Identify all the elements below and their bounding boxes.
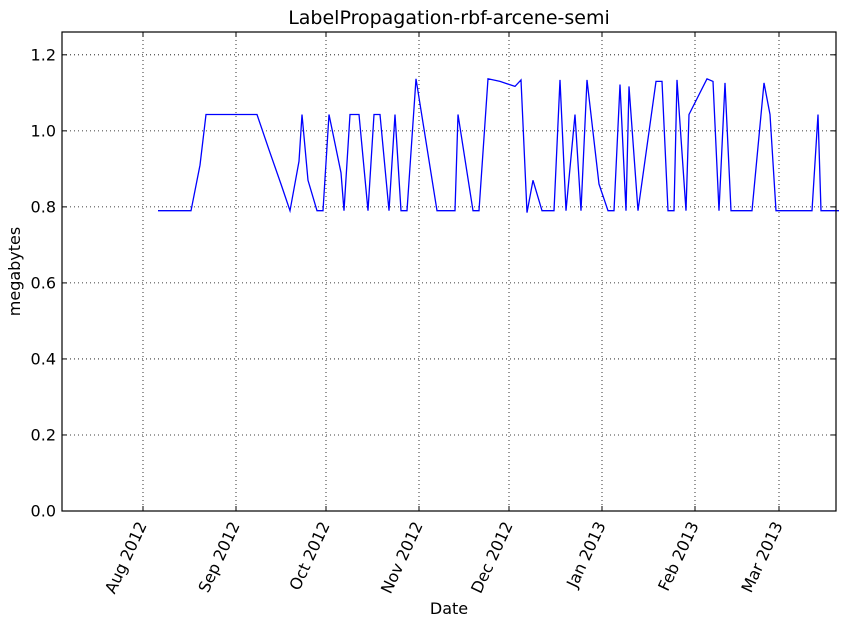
x-axis-label: Date [430, 599, 468, 618]
plot-frame [61, 31, 837, 512]
y-tick-label: 1.0 [31, 121, 56, 140]
y-tick-label: 0.8 [31, 197, 56, 216]
y-tick-label: 0.0 [31, 502, 56, 521]
y-tick-label: 0.6 [31, 273, 56, 292]
y-tick-label: 0.2 [31, 425, 56, 444]
ticks [62, 32, 836, 512]
series-layer [158, 77, 839, 214]
series-line [158, 77, 839, 214]
chart-title: LabelPropagation-rbf-arcene-semi [288, 7, 610, 29]
y-tick-label: 0.4 [31, 349, 56, 368]
y-tick-label: 1.2 [31, 45, 56, 64]
y-axis-label: megabytes [5, 227, 24, 316]
grid [62, 32, 836, 511]
